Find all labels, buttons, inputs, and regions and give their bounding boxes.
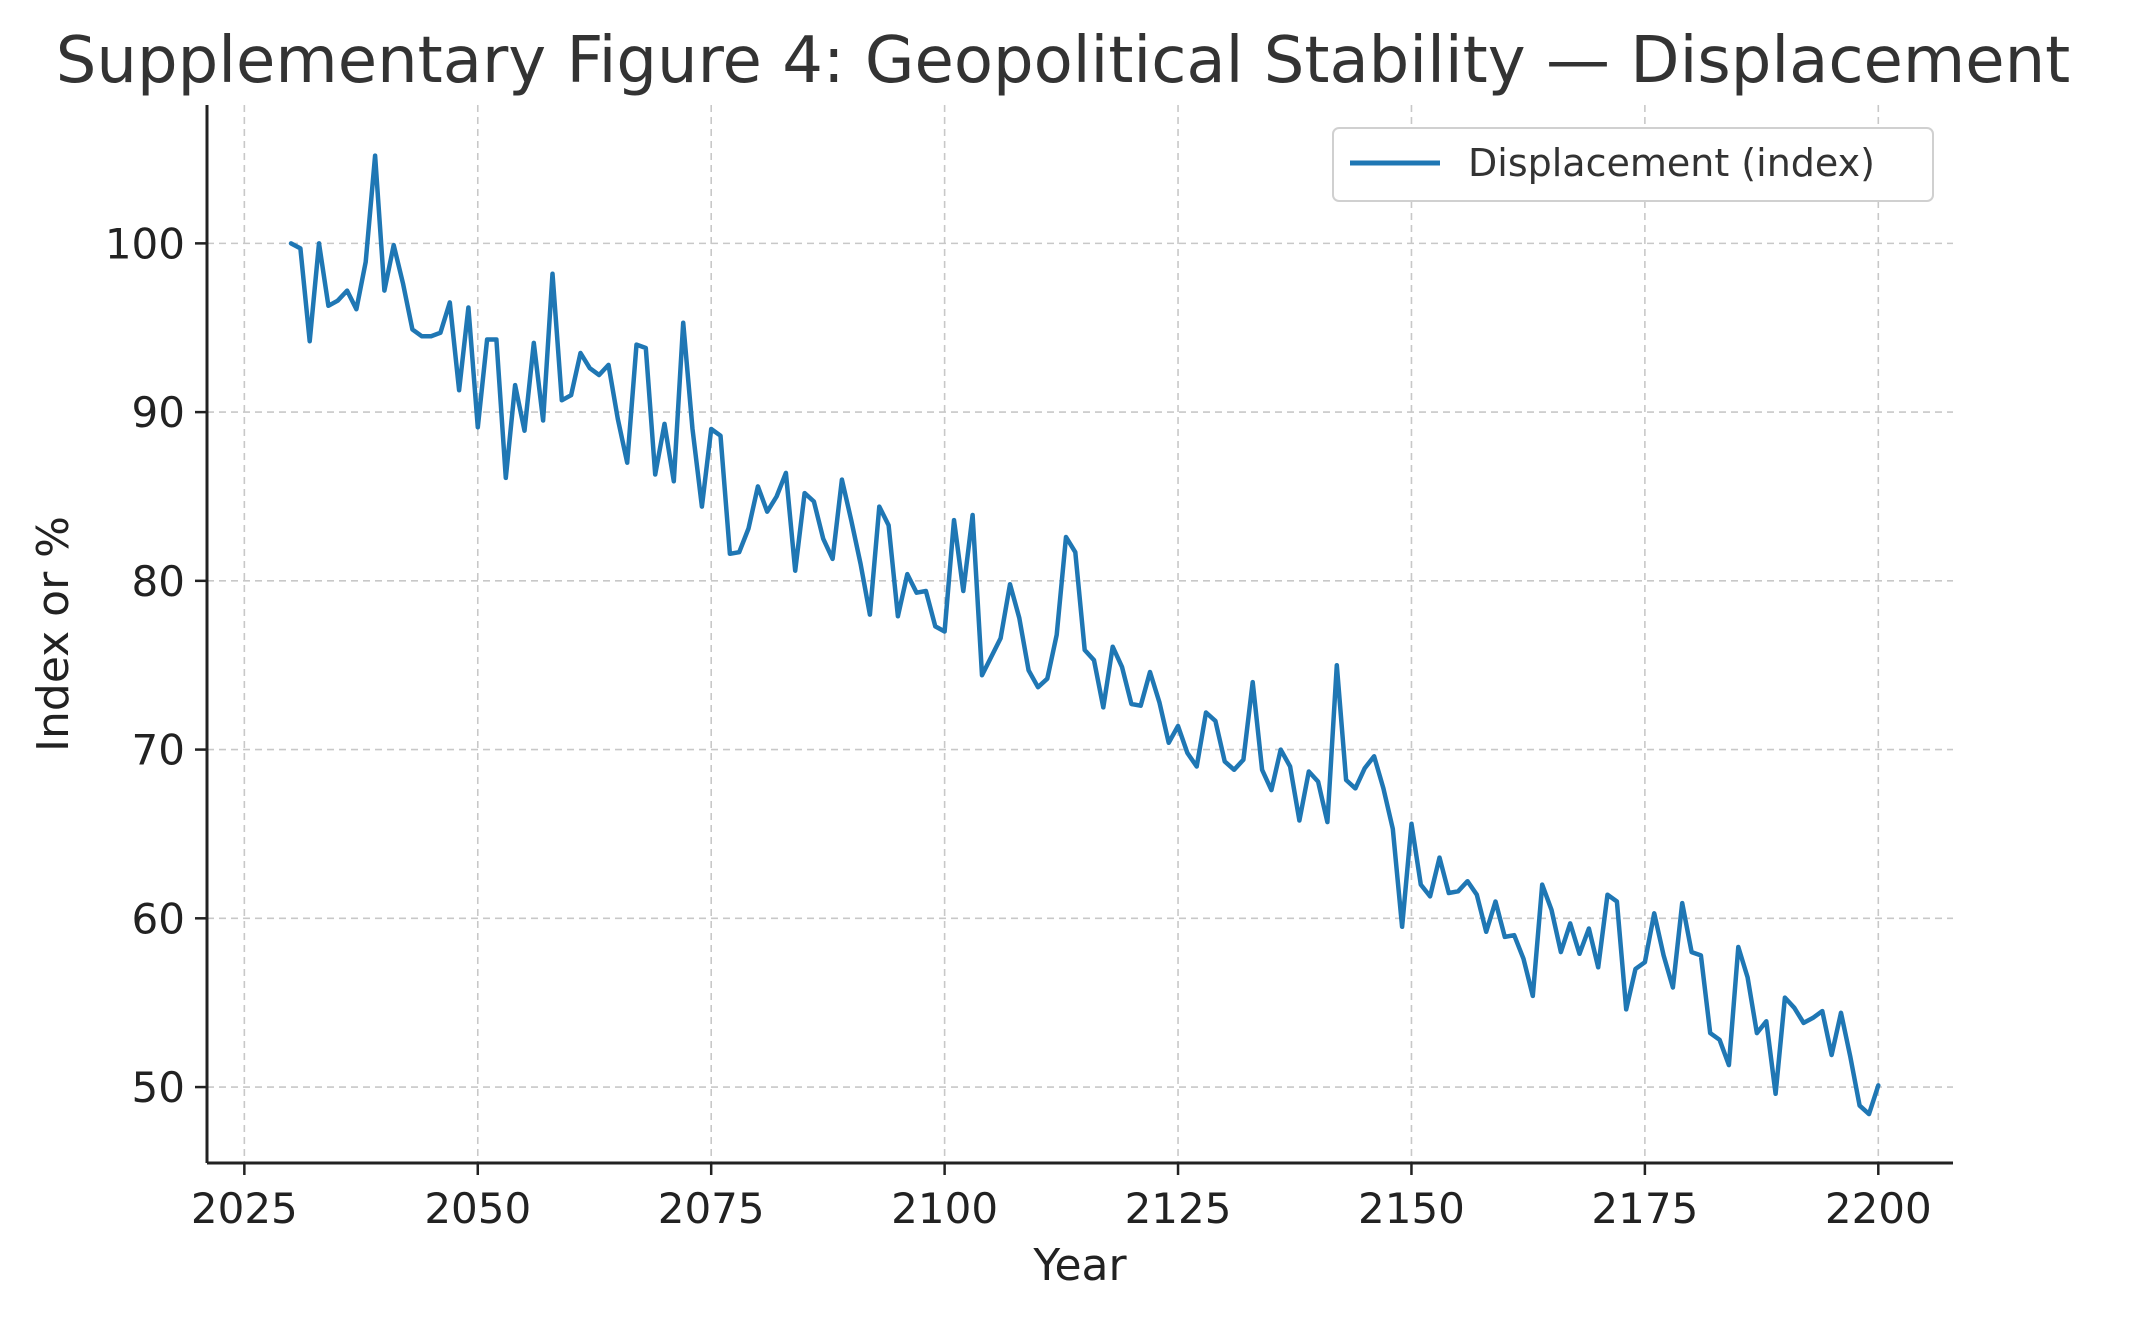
x-axis-ticks: 2025 2050 2075 2100 2125 2150 2175 2200	[191, 1163, 1932, 1233]
x-tick-label: 2150	[1358, 1184, 1465, 1233]
x-tick-label: 2125	[1125, 1184, 1232, 1233]
y-tick-label: 50	[132, 1063, 185, 1112]
legend-box	[1332, 127, 1934, 202]
legend: Displacement (index)	[1332, 127, 1934, 202]
y-axis-label: Index or %	[28, 516, 79, 752]
y-tick-label: 70	[132, 726, 185, 775]
axes	[205, 105, 1953, 1165]
x-tick-label: 2175	[1591, 1184, 1698, 1233]
y-axis-ticks: 50 60 70 80 90 100	[105, 219, 207, 1112]
x-tick-label: 2100	[891, 1184, 998, 1233]
y-tick-label: 100	[105, 219, 185, 268]
series-line-displacement	[288, 153, 1881, 1117]
x-axis-label: Year	[1032, 1240, 1127, 1291]
legend-label-displacement: Displacement (index)	[1468, 141, 1875, 185]
y-tick-label: 60	[132, 894, 185, 943]
x-tick-label: 2200	[1825, 1184, 1932, 1233]
x-tick-label: 2075	[658, 1184, 765, 1233]
x-tick-label: 2050	[424, 1184, 531, 1233]
y-tick-label: 80	[132, 557, 185, 606]
series-layer	[288, 153, 1881, 1117]
y-tick-label: 90	[132, 388, 185, 437]
chart-title: Supplementary Figure 4: Geopolitical Sta…	[56, 24, 2071, 98]
grid	[207, 105, 1953, 1163]
x-tick-label: 2025	[191, 1184, 298, 1233]
